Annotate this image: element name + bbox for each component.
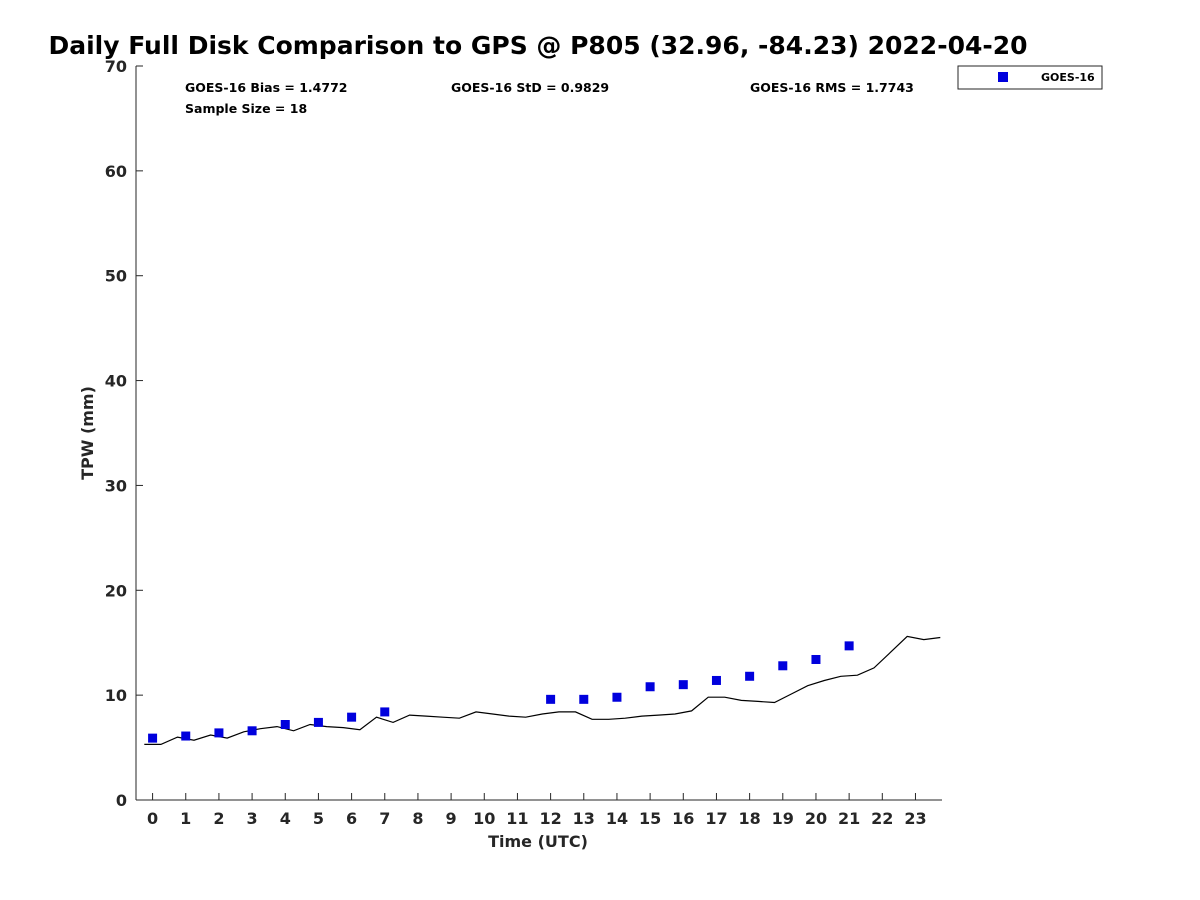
x-tick-label: 3 [247, 809, 258, 828]
chart-title: Daily Full Disk Comparison to GPS @ P805… [48, 31, 1027, 60]
x-tick-label: 21 [838, 809, 860, 828]
goes16-point [579, 694, 589, 704]
legend-label-goes16: GOES-16 [1041, 71, 1095, 84]
x-tick-label: 4 [280, 809, 291, 828]
stat-std: GOES-16 StD = 0.9829 [451, 80, 609, 95]
x-tick-label: 5 [313, 809, 324, 828]
axes [135, 66, 942, 801]
y-tick-label: 20 [105, 581, 127, 600]
x-axis-label: Time (UTC) [488, 832, 588, 851]
x-tick-label: 17 [705, 809, 727, 828]
y-tick-label: 30 [105, 476, 127, 495]
plot-area [144, 635, 941, 746]
stat-sample-size: Sample Size = 18 [185, 101, 307, 116]
x-tick-label: 1 [180, 809, 191, 828]
stat-bias: GOES-16 Bias = 1.4772 [185, 80, 347, 95]
x-tick-label: 18 [738, 809, 760, 828]
goes16-point [844, 641, 854, 651]
x-tick-label: 11 [506, 809, 528, 828]
goes16-point [280, 720, 290, 730]
goes16-point [380, 707, 390, 717]
x-tick-label: 9 [446, 809, 457, 828]
goes16-point [347, 712, 357, 722]
x-tick-label: 10 [473, 809, 495, 828]
y-tick-label: 60 [105, 162, 127, 181]
goes16-point [214, 728, 224, 738]
y-tick-label: 70 [105, 57, 127, 76]
legend: GOES-16 [957, 65, 1103, 90]
x-tick-label: 14 [606, 809, 628, 828]
x-tick-label: 13 [573, 809, 595, 828]
x-tick-label: 7 [379, 809, 390, 828]
x-tick-label: 23 [904, 809, 926, 828]
y-tick-label: 10 [105, 686, 127, 705]
stat-rms: GOES-16 RMS = 1.7743 [750, 80, 914, 95]
x-tick-label: 0 [147, 809, 158, 828]
x-tick-label: 22 [871, 809, 893, 828]
goes16-point [645, 682, 655, 692]
x-tick-label: 12 [539, 809, 561, 828]
goes16-point [711, 675, 721, 685]
goes16-point [181, 731, 191, 741]
x-ticks: 0 1 2 3 4 5 6 7 8 9 10 11 12 13 14 15 16 17 18 19 20 21 22 23 [147, 793, 927, 828]
legend-box [957, 65, 1103, 90]
goes16-point [745, 671, 755, 681]
goes16-point [148, 733, 158, 743]
goes16-point [612, 692, 622, 702]
gps-series-line [144, 635, 941, 746]
legend-marker-goes16 [998, 72, 1008, 82]
x-tick-label: 19 [772, 809, 794, 828]
y-tick-label: 50 [105, 267, 127, 286]
x-tick-label: 6 [346, 809, 357, 828]
goes16-point [678, 680, 688, 690]
x-tick-label: 8 [412, 809, 423, 828]
goes16-point [247, 726, 257, 736]
goes16-point [778, 661, 788, 671]
goes16-point [313, 717, 323, 727]
y-tick-label: 0 [116, 791, 127, 810]
goes16-point [546, 694, 556, 704]
x-tick-label: 15 [639, 809, 661, 828]
y-axis-label: TPW (mm) [78, 386, 97, 480]
y-tick-label: 40 [105, 372, 127, 391]
x-tick-label: 2 [213, 809, 224, 828]
x-tick-label: 20 [805, 809, 827, 828]
y-ticks: 0 10 20 30 40 50 60 70 [105, 57, 143, 810]
x-tick-label: 16 [672, 809, 694, 828]
goes16-point [811, 654, 821, 664]
